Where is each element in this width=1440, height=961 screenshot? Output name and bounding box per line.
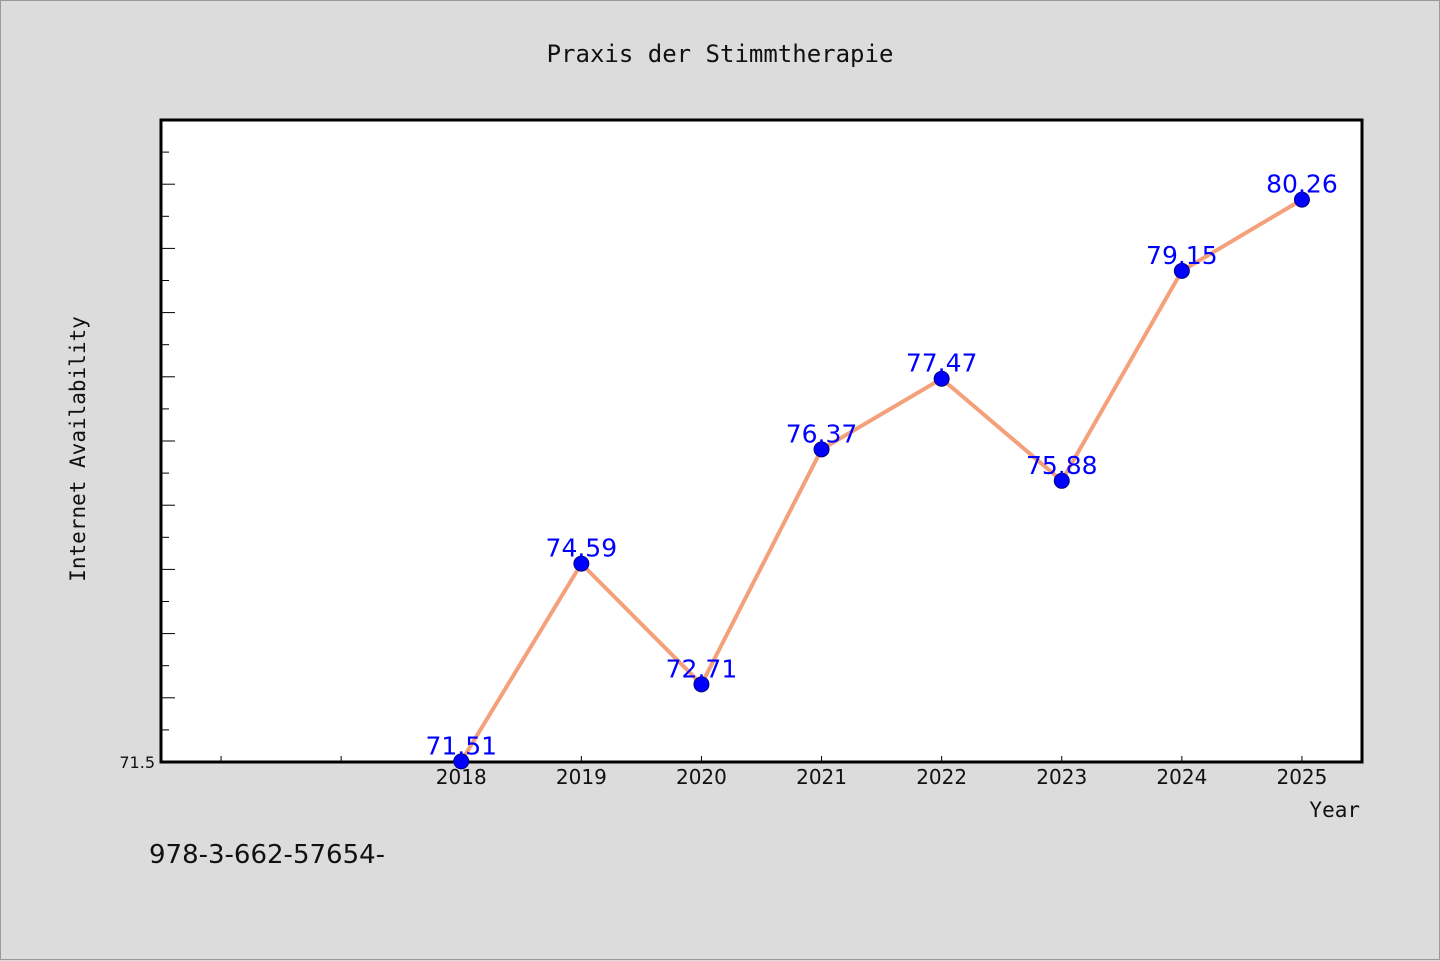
chart-title: Praxis der Stimmtherapie [547,40,894,68]
data-point [813,441,830,458]
y-tick-label: 71.5 [119,753,155,772]
data-label: 79.15 [1146,241,1218,270]
data-label: 76.37 [786,419,858,448]
data-label: 75.88 [1026,451,1098,480]
data-point [1053,472,1070,489]
data-label: 74.59 [546,534,618,563]
x-tick-label: 2023 [1036,765,1087,789]
data-point [573,555,590,572]
x-tick-label: 2019 [556,765,607,789]
x-tick-label: 2022 [916,765,967,789]
x-tick-label: 2021 [796,765,847,789]
x-tick-label: 2025 [1276,765,1327,789]
x-axis-label: Year [1309,798,1360,822]
series-layer: 71.51 74.59 72.71 76.37 77.47 75.88 79.15 80.26 [425,170,1338,770]
data-point [1293,191,1310,208]
x-tick-labels: 2018 2019 2020 2021 2022 2023 2024 2025 [436,765,1328,789]
x-tick-label: 2024 [1156,765,1207,789]
data-point [933,370,950,387]
data-label: 72.71 [666,654,738,683]
x-tick-label: 2020 [676,765,727,789]
data-point [693,676,710,693]
data-point [453,753,470,770]
data-label: 71.51 [425,731,497,760]
data-label: 80.26 [1266,170,1338,199]
footnote-isbn: 978-3-662-57654- [149,840,385,870]
y-axis-ticks [161,119,175,763]
series-line [459,197,1304,764]
data-label: 77.47 [906,349,978,378]
y-axis-label: Internet Availability [66,316,90,582]
plot-area [159,118,1364,764]
data-point [1173,262,1190,279]
